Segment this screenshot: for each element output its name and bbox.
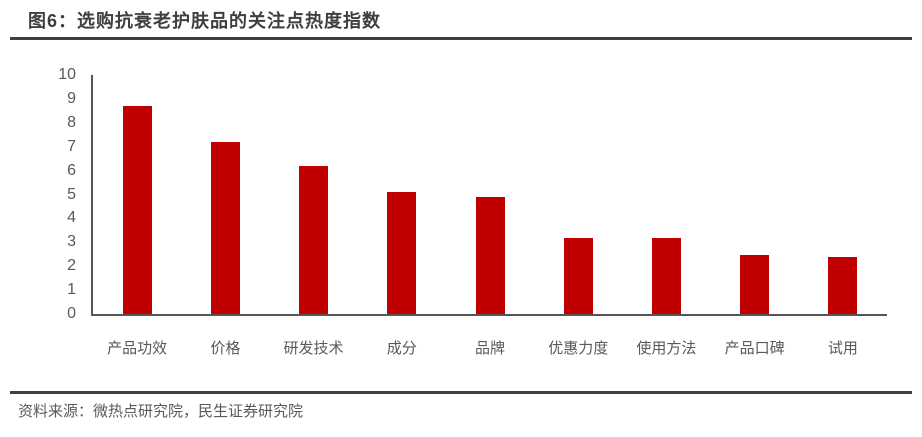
bar-优惠力度 (563, 237, 593, 314)
source-note: 资料来源：微热点研究院，民生证券研究院 (18, 403, 304, 420)
x-label-产品功效: 产品功效 (107, 340, 168, 357)
x-axis-line (91, 314, 887, 316)
x-label-品牌: 品牌 (474, 340, 505, 357)
x-label-研发技术: 研发技术 (283, 340, 344, 357)
footer-rule (10, 391, 912, 394)
bar-产品口碑 (740, 255, 770, 314)
x-label-价格: 价格 (210, 340, 241, 357)
bar-产品功效 (122, 106, 152, 314)
y-tick-label-7: 7 (67, 137, 76, 155)
y-tick-label-3: 3 (67, 233, 76, 251)
y-tick-label-1: 1 (67, 281, 76, 299)
y-tick-label-0: 0 (67, 305, 76, 322)
y-tick-label-10: 10 (58, 66, 76, 83)
figure-title: 图6：选购抗衰老护肤品的关注点热度指数 (28, 11, 382, 31)
bar-品牌 (475, 196, 505, 314)
x-axis-category-labels: 产品功效 价格 研发技术 成分 品牌 优惠力度 使用方法 产品口碑 试用 (93, 337, 887, 359)
bar-使用方法 (651, 237, 681, 314)
y-tick-label-6: 6 (67, 161, 76, 179)
y-tick-label-4: 4 (67, 209, 76, 227)
y-tick-label-9: 9 (67, 89, 76, 107)
y-axis-tick-labels: 0 1 2 3 4 5 6 7 8 9 10 (38, 66, 84, 322)
y-tick-label-8: 8 (67, 113, 76, 131)
plot-area (91, 75, 887, 316)
bar-价格 (210, 141, 240, 314)
y-axis-line (91, 75, 93, 316)
x-label-产品口碑: 产品口碑 (724, 340, 785, 357)
x-label-优惠力度: 优惠力度 (548, 340, 609, 357)
y-tick-label-5: 5 (67, 185, 76, 203)
y-tick-label-2: 2 (67, 257, 76, 275)
bar-试用 (828, 256, 858, 314)
x-label-试用: 试用 (827, 340, 858, 357)
bar-研发技术 (299, 165, 329, 314)
title-underline-rule (10, 37, 912, 40)
x-label-成分: 成分 (386, 340, 417, 357)
bar-成分 (387, 192, 417, 314)
x-label-使用方法: 使用方法 (636, 340, 697, 357)
